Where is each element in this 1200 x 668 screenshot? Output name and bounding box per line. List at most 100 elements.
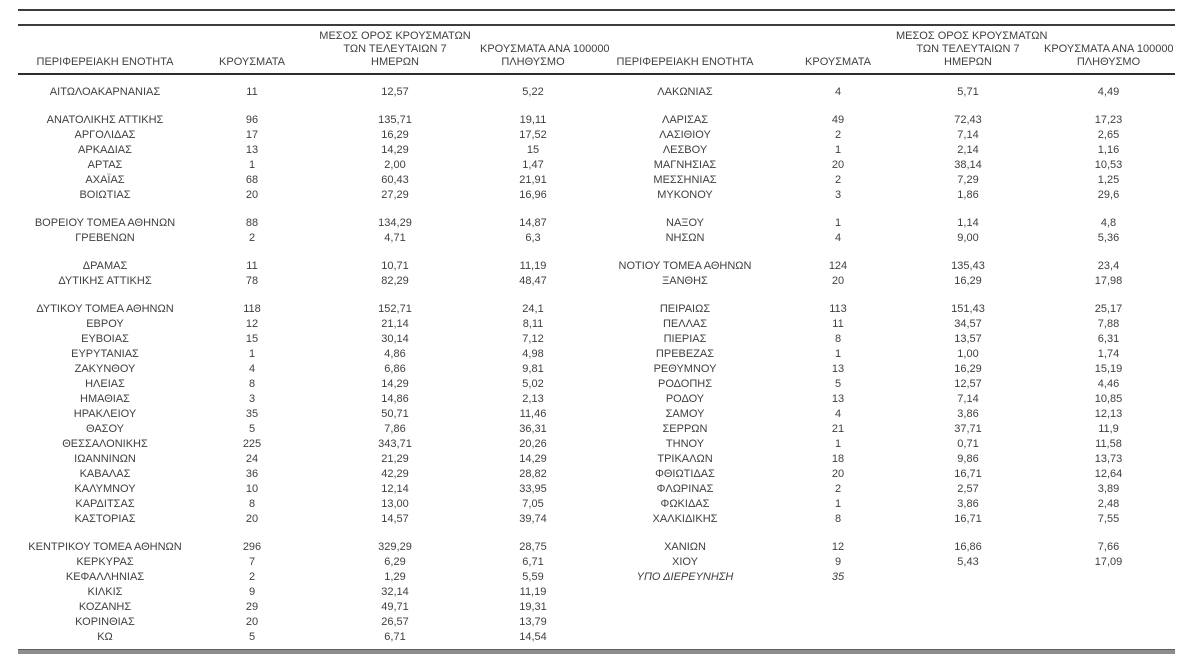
region-cell-right: ΛΑΡΙΣΑΣ (661, 114, 708, 126)
avg7-cell-right: 34,57 (954, 318, 982, 330)
per100k-cell-right: 4,8 (1100, 217, 1117, 229)
bottom-rule (18, 649, 1175, 654)
per100k-cell-right: 3,89 (1097, 483, 1120, 495)
avg7-cell-right (894, 615, 1042, 630)
header-avg7-right-line2: ΤΩΝ ΤΕΛΕΥΤΑΙΩΝ 7 (916, 43, 1020, 55)
per100k-cell-right: 7,88 (1097, 318, 1120, 330)
table-row: ΚΙΛΚΙΣ 9 32,14 11,19 (18, 585, 1175, 600)
spacer-row (18, 203, 1175, 216)
avg7-cell-right (894, 585, 1042, 600)
avg7-cell-right (894, 600, 1042, 615)
avg7-cell-right: 0,71 (957, 438, 979, 450)
cases-cell-right: 13 (831, 363, 845, 375)
region-cell-right: ΞΑΝΘΗΣ (662, 275, 708, 287)
avg7-cell-left: 49,71 (381, 601, 409, 613)
cases-cell-right: 21 (831, 423, 845, 435)
per100k-cell-left: 4,98 (522, 348, 544, 360)
region-cell-right: ΠΕΛΛΑΣ (662, 318, 708, 330)
cases-cell-right: 4 (834, 232, 842, 244)
avg7-cell-left: 2,00 (384, 159, 406, 171)
per100k-cell-left: 28,82 (519, 468, 547, 480)
cases-cell-left: 96 (245, 114, 259, 126)
per100k-cell-left: 19,31 (519, 601, 547, 613)
cases-cell-right: 5 (834, 378, 842, 390)
table-header: ΠΕΡΙΦΕΡΕΙΑΚΗ ΕΝΟΤΗΤΑ ΚΡΟΥΣΜΑΤΑ ΜΕΣΟΣ ΟΡΟ… (18, 30, 1175, 74)
table-row: ΕΥΒΟΙΑΣ 15 30,14 7,12 ΠΙΕΡΙΑΣ 8 13,57 6,31 (18, 332, 1175, 347)
avg7-cell-left: 27,29 (381, 189, 409, 201)
cases-cell-right: 1 (834, 498, 842, 510)
cases-cell-right: 1 (834, 144, 842, 156)
region-cell-left: ΑΧΑΪΑΣ (85, 174, 125, 186)
per100k-cell-right (1042, 570, 1175, 585)
region-cell-right: ΡΟΔΟΠΗΣ (657, 378, 713, 390)
per100k-cell-right: 10,53 (1094, 159, 1123, 171)
cases-cell-left: 24 (245, 453, 259, 465)
avg7-cell-right (894, 630, 1042, 645)
region-cell-left: ΕΥΒΟΙΑΣ (81, 333, 129, 345)
region-cell-left: ΘΕΣΣΑΛΟΝΙΚΗΣ (62, 438, 148, 450)
cases-cell-right: 1 (834, 217, 842, 229)
per100k-cell-left: 2,13 (522, 393, 544, 405)
cases-cell-right (782, 585, 894, 600)
avg7-cell-right: 16,71 (954, 513, 982, 525)
region-cell-left: ΚΕΡΚΥΡΑΣ (76, 556, 134, 568)
avg7-cell-right: 12,57 (954, 378, 982, 390)
cases-cell-left: 118 (243, 303, 261, 315)
per100k-cell-left: 6,71 (522, 556, 544, 568)
table-row: ΔΥΤΙΚΗΣ ΑΤΤΙΚΗΣ 78 82,29 48,47 ΞΑΝΘΗΣ 20 16,29… (18, 274, 1175, 289)
region-cell-right: ΥΠΟ ΔΙΕΡΕΥΝΗΣΗ (636, 571, 734, 583)
table-row: ΙΩΑΝΝΙΝΩΝ 24 21,29 14,29 ΤΡΙΚΑΛΩΝ 18 9,86 13,73 (18, 452, 1175, 467)
spacer-row (18, 100, 1175, 113)
region-cell-left: ΔΥΤΙΚΟΥ ΤΟΜΕΑ ΑΘΗΝΩΝ (36, 303, 174, 315)
avg7-cell-right: 13,57 (954, 333, 982, 345)
per100k-cell-left: 15 (526, 144, 540, 156)
cases-cell-left: 20 (245, 513, 259, 525)
region-cell-left: ΔΥΤΙΚΗΣ ΑΤΤΙΚΗΣ (58, 275, 152, 287)
region-cell-right: ΝΗΣΩΝ (665, 232, 705, 244)
cases-cell-left: 7 (248, 556, 256, 568)
avg7-cell-left: 30,14 (381, 333, 409, 345)
header-per100k-right: ΚΡΟΥΣΜΑΤΑ ΑΝΑ 100000 ΠΛΗΘΥΣΜΟ (1042, 30, 1175, 74)
avg7-cell-right: 16,29 (954, 275, 982, 287)
cases-cell-left: 8 (248, 378, 256, 390)
per100k-cell-left: 20,26 (519, 438, 547, 450)
table-row: ΑΡΓΟΛΙΔΑΣ 17 16,29 17,52 ΛΑΣΙΘΙΟΥ 2 7,14 2,65 (18, 128, 1175, 143)
avg7-cell-right: 3,86 (957, 408, 979, 420)
region-cell-right (588, 630, 782, 645)
spacer-row (18, 246, 1175, 259)
cases-cell-left: 5 (248, 423, 256, 435)
per100k-cell-right: 29,6 (1097, 189, 1120, 201)
avg7-cell-left: 152,71 (378, 303, 412, 315)
top-rule-upper (18, 9, 1175, 11)
region-cell-left: ΚΑΣΤΟΡΙΑΣ (74, 513, 136, 525)
per100k-cell-left: 1,47 (522, 159, 544, 171)
avg7-cell-left: 1,29 (384, 571, 406, 583)
header-per100k-left-line1: ΚΡΟΥΣΜΑΤΑ ΑΝΑ 100000 (480, 43, 610, 55)
per100k-cell-right: 1,16 (1097, 144, 1120, 156)
cases-cell-right (782, 600, 894, 615)
avg7-cell-left: 134,29 (378, 217, 412, 229)
avg7-cell-left: 14,57 (381, 513, 409, 525)
region-cell-left: ΑΡΓΟΛΙΔΑΣ (74, 129, 136, 141)
per100k-cell-right: 12,13 (1094, 408, 1123, 420)
per100k-cell-right: 23,4 (1097, 260, 1120, 272)
avg7-cell-left: 32,14 (381, 586, 409, 598)
per100k-cell-left: 11,46 (519, 408, 547, 420)
per100k-cell-right: 15,19 (1094, 363, 1123, 375)
per100k-cell-left: 14,29 (519, 453, 547, 465)
table-row: ΑΝΑΤΟΛΙΚΗΣ ΑΤΤΙΚΗΣ 96 135,71 19,11 ΛΑΡΙΣΑΣ 49… (18, 113, 1175, 128)
cases-cell-left: 17 (245, 129, 259, 141)
per100k-cell-left: 5,02 (522, 378, 544, 390)
per100k-cell-right (1042, 600, 1175, 615)
per100k-cell-right: 4,49 (1097, 86, 1120, 98)
table-body: ΑΙΤΩΛΟΑΚΑΡΝΑΝΙΑΣ 11 12,57 5,22 ΛΑΚΩΝΙΑΣ 4 5,71… (18, 74, 1175, 645)
cases-cell-left: 88 (245, 217, 259, 229)
per100k-cell-right: 7,55 (1097, 513, 1120, 525)
avg7-cell-left: 21,14 (381, 318, 409, 330)
avg7-cell-right: 2,57 (957, 483, 979, 495)
per100k-cell-right (1042, 585, 1175, 600)
per100k-cell-right (1042, 630, 1175, 645)
top-rule-lower (18, 24, 1175, 26)
region-cell-right: ΠΙΕΡΙΑΣ (663, 333, 707, 345)
header-per100k-left-line2: ΠΛΗΘΥΣΜΟ (501, 56, 565, 68)
